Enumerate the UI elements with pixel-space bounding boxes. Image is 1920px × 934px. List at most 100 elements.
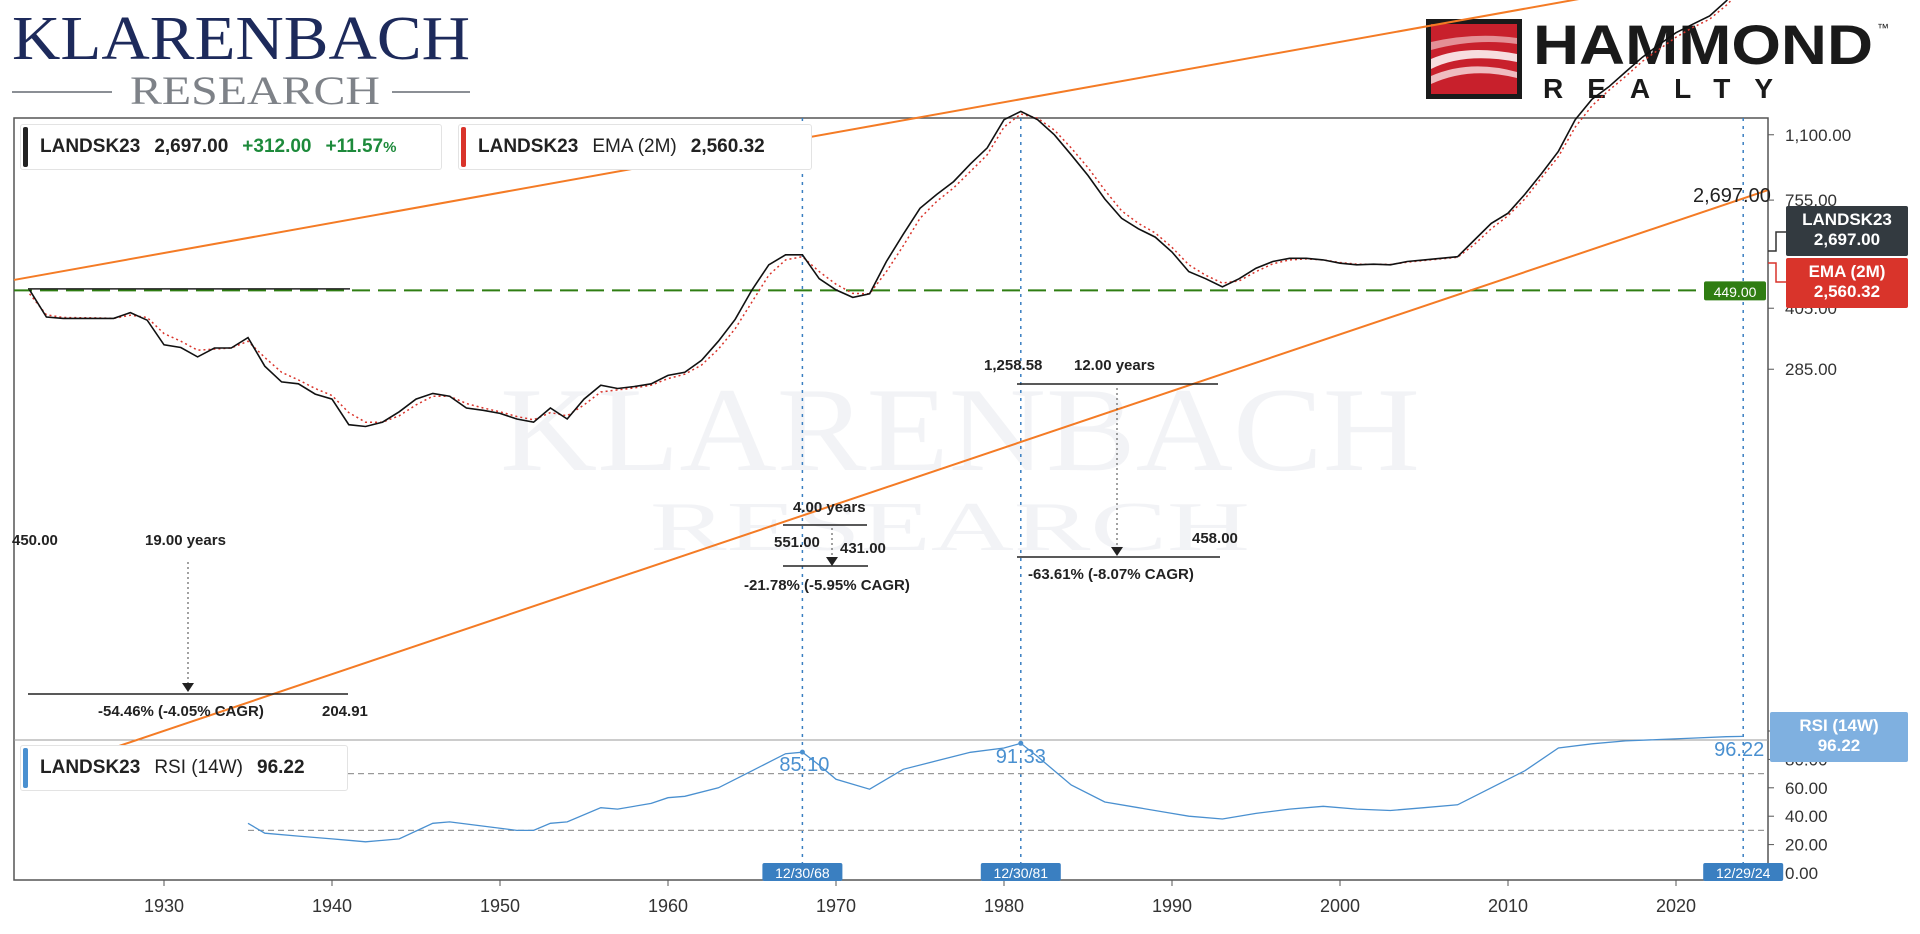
- measure-1-span-label: 19.00 years: [145, 532, 226, 549]
- legend-price-value: 2,697.00: [154, 136, 229, 157]
- ema-tag: EMA (2M)2,560.32: [1786, 258, 1908, 308]
- rsi-axis-tick-2: 40.00: [1785, 807, 1828, 826]
- price-axis-tick-0: 285.00: [1785, 360, 1837, 379]
- rsi-label-1968: 85.10: [779, 754, 829, 776]
- x-axis-tick-6: 1990: [1152, 896, 1192, 916]
- x-axis-tick-4: 1970: [816, 896, 856, 916]
- measure-1-start-label: 450.00: [12, 532, 58, 549]
- ema-tag-connector: [1768, 262, 1786, 283]
- x-axis-tick-0: 1930: [144, 896, 184, 916]
- klarenbach-logo-tagline: RESEARCH: [130, 68, 380, 108]
- ema-tag-text-1: 2,560.32: [1814, 282, 1880, 301]
- price-tag-bg: [1786, 206, 1908, 256]
- hammond-logo-tm: ™: [1877, 21, 1889, 35]
- rsi-peak-point-2: [1018, 740, 1024, 746]
- legend-price-symbol: LANDSK23: [40, 136, 141, 157]
- klarenbach-research-logo: KLARENBACH RESEARCH: [12, 5, 470, 108]
- x-axis-tick-2: 1950: [480, 896, 520, 916]
- rsi-axis-tick-1: 20.00: [1785, 836, 1828, 855]
- support-level-tag-bg: [1704, 281, 1766, 301]
- date-marker-1968-bg: [762, 863, 843, 881]
- x-axis-tick-5: 1980: [984, 896, 1024, 916]
- rsi-series-line: [247, 735, 1744, 843]
- hammond-realty-logo: HAMMOND ™ REALTY: [1426, 14, 1889, 104]
- measure-2-trough-label: 431.00: [840, 540, 886, 557]
- x-axis-tick-1: 1940: [312, 896, 352, 916]
- legend-rsi-swatch: [23, 748, 28, 788]
- legend-price-pct-sign: %: [383, 139, 397, 156]
- date-marker-1981-text-0: 12/30/81: [994, 865, 1049, 881]
- last-value-label: 2,697.00: [1693, 185, 1771, 207]
- measure-3-drawdown-label: -63.61% (-8.07% CAGR): [1028, 566, 1194, 583]
- x-axis-tick-8: 2010: [1488, 896, 1528, 916]
- ema-tag-bg: [1786, 258, 1908, 308]
- legend-ema-symbol: LANDSK23: [478, 136, 579, 157]
- legend-ema[interactable]: LANDSK23 EMA (2M) 2,560.32: [458, 124, 812, 170]
- price-axis-tick-2: 755.00: [1785, 191, 1837, 210]
- rsi-tag-text-1: 96.22: [1818, 736, 1861, 755]
- watermark: KLARENBACH RESEARCH: [500, 363, 1420, 566]
- date-marker-2024-bg: [1703, 863, 1784, 881]
- rsi-tag: RSI (14W)96.22: [1770, 712, 1908, 762]
- legend-rsi-symbol: LANDSK23: [40, 757, 141, 778]
- legend-ema-swatch: [461, 127, 466, 167]
- date-marker-1981-bg: [980, 863, 1061, 881]
- x-axis-tick-7: 2000: [1320, 896, 1360, 916]
- measure-1-drawdown-label: -54.46% (-4.05% CAGR): [98, 703, 264, 720]
- measure-3-span-label: 12.00 years: [1074, 357, 1155, 374]
- rsi-label-1981: 91.33: [996, 746, 1046, 768]
- upper-trend-line: [13, 0, 1580, 281]
- date-marker-1968: 12/30/68: [762, 863, 843, 881]
- measure-1-trough-label: 204.91: [322, 703, 368, 720]
- klarenbach-logo-name: KLARENBACH: [12, 5, 470, 73]
- price-tag-text-1: 2,697.00: [1814, 230, 1880, 249]
- rsi-axis-tick-3: 60.00: [1785, 779, 1828, 798]
- measure-3-trough-label: 458.00: [1192, 530, 1238, 547]
- price-series-line: [28, 0, 1729, 428]
- rsi-tag-text-0: RSI (14W): [1799, 716, 1878, 735]
- legend-price-change-pct-wrap: +11.57%: [326, 136, 397, 158]
- date-marker-2024: 12/29/24: [1703, 863, 1784, 881]
- legend-rsi-label: RSI (14W): [154, 757, 243, 778]
- legend-rsi[interactable]: LANDSK23 RSI (14W) 96.22: [20, 745, 348, 791]
- legend-price[interactable]: LANDSK23 2,697.00 +312.00 +11.57%: [20, 124, 442, 170]
- header: KLARENBACH RESEARCH HAMMOND ™ REALTY: [0, 0, 1920, 116]
- rsi-axis-tick-0: 0.00: [1785, 864, 1818, 883]
- measure-2-span-label: 4.00 years: [793, 499, 866, 516]
- x-axis-tick-3: 1960: [648, 896, 688, 916]
- measure-1-arrow-icon: [182, 683, 194, 692]
- support-level-tag: 449.00: [1704, 281, 1766, 301]
- date-marker-2024-text-0: 12/29/24: [1716, 865, 1771, 881]
- chart-frame: [13, 117, 1769, 881]
- rsi-tag-bg: [1770, 712, 1908, 762]
- hammond-emblem-icon: [1426, 19, 1522, 99]
- date-marker-1968-text-0: 12/30/68: [775, 865, 830, 881]
- support-level-tag-text-0: 449.00: [1714, 284, 1757, 300]
- x-axis-tick-9: 2020: [1656, 896, 1696, 916]
- legend-price-swatch: [23, 127, 28, 167]
- legend-rsi-value: 96.22: [257, 757, 305, 778]
- ema-series-line: [29, 0, 1733, 423]
- price-tag-connector: [1768, 231, 1786, 252]
- legend-price-change: +312.00: [242, 136, 312, 157]
- legend-ema-value: 2,560.32: [690, 136, 765, 157]
- measure-3-arrow-icon: [1111, 547, 1123, 556]
- measure-2-arrow-icon: [826, 557, 838, 566]
- lower-trend-line: [29, 189, 1769, 777]
- measure-2-peak-label: 551.00: [774, 534, 820, 551]
- measure-2-drawdown-label: -21.78% (-5.95% CAGR): [744, 577, 910, 594]
- watermark-name: KLARENBACH: [500, 363, 1420, 496]
- watermark-tagline: RESEARCH: [650, 489, 1250, 566]
- hammond-logo-name: HAMMOND: [1533, 14, 1873, 76]
- price-axis-tick-3: 1,100.00: [1785, 126, 1851, 145]
- date-marker-1981: 12/30/81: [980, 863, 1061, 881]
- rsi-peak-point-1: [799, 749, 805, 755]
- legend-price-change-pct: +11.57: [325, 136, 384, 157]
- legend-ema-label: EMA (2M): [592, 136, 677, 157]
- measure-3-peak-label: 1,258.58: [984, 357, 1042, 374]
- price-tag-text-0: LANDSK23: [1802, 210, 1892, 229]
- rsi-label-last: 96.22: [1714, 739, 1764, 761]
- ema-tag-text-0: EMA (2M): [1809, 262, 1886, 281]
